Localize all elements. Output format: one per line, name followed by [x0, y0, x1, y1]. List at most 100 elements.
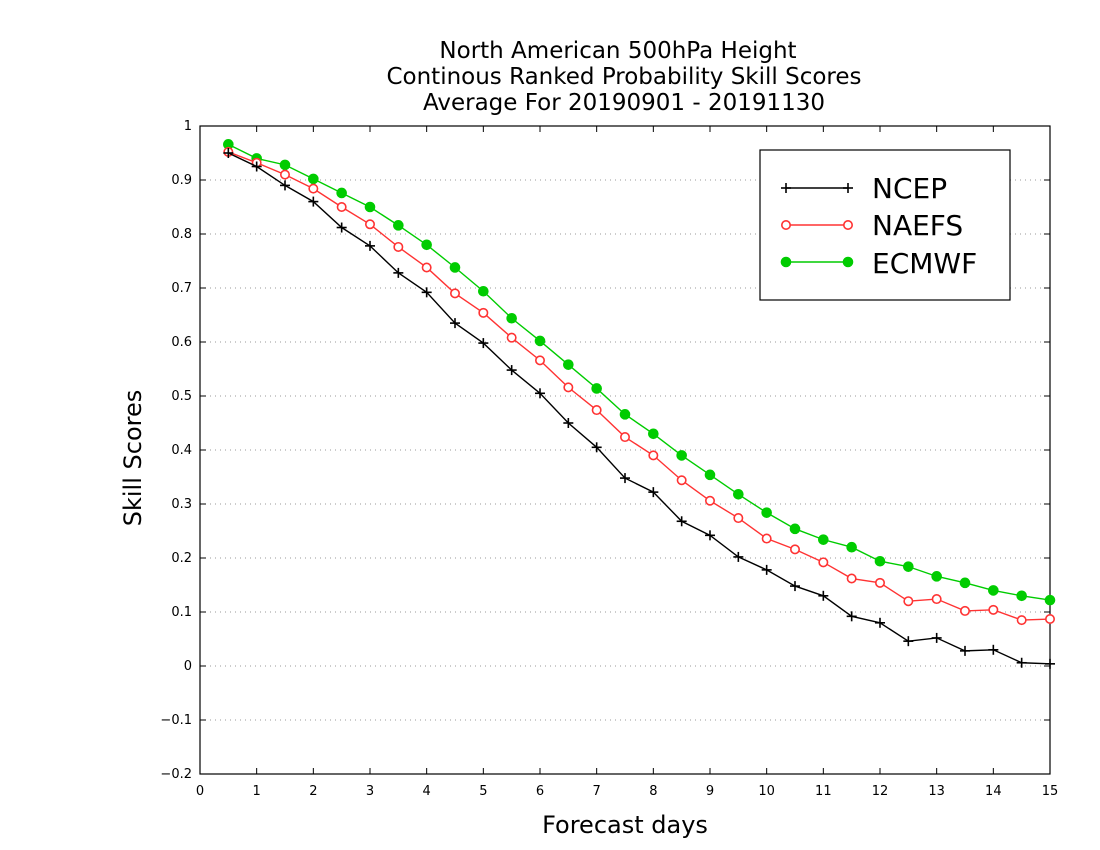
data-point-ncep: [620, 473, 630, 484]
data-point-ncep: [790, 581, 800, 592]
legend-label-naefs: NAEFS: [872, 209, 963, 242]
data-point-naefs: [619, 432, 630, 443]
x-tick-label: 12: [872, 784, 889, 799]
data-point-naefs: [336, 202, 347, 213]
legend-marker-naefs: [780, 220, 791, 231]
legend-symbol-naefs: [780, 220, 853, 231]
data-point-ecmwf: [648, 428, 659, 440]
y-tick-label: −0.2: [160, 767, 192, 782]
x-tick-label: 4: [423, 784, 431, 799]
y-axis-label: Skill Scores: [119, 390, 147, 527]
chart-title-line-1: North American 500hPa Height: [439, 38, 796, 64]
data-point-ncep: [308, 196, 319, 207]
data-point-naefs: [506, 332, 517, 343]
data-point-ncep: [648, 487, 659, 498]
series-layer: [223, 139, 1056, 669]
data-point-ncep: [846, 611, 857, 622]
y-tick-label: 0.6: [171, 335, 192, 350]
legend-marker-naefs: [842, 220, 853, 231]
data-point-naefs: [818, 557, 829, 568]
data-point-ecmwf: [393, 220, 404, 231]
data-point-naefs: [761, 533, 772, 544]
data-point-ecmwf: [903, 561, 914, 572]
data-point-ncep: [506, 365, 517, 376]
data-point-ncep: [223, 148, 234, 158]
y-tick-label: −0.1: [160, 713, 192, 728]
data-point-ncep: [875, 617, 885, 628]
x-tick-label: 6: [536, 784, 544, 799]
data-point-naefs: [903, 596, 914, 607]
data-point-naefs: [959, 605, 970, 616]
data-point-ecmwf: [761, 507, 772, 518]
x-tick-label: 2: [309, 784, 317, 799]
y-tick-label: 1: [184, 119, 192, 134]
data-point-ecmwf: [308, 173, 319, 185]
data-point-ecmwf: [733, 488, 744, 500]
data-point-ecmwf: [563, 359, 574, 370]
data-point-ncep: [365, 240, 375, 251]
x-tick-label: 3: [366, 784, 374, 799]
data-point-naefs: [279, 169, 290, 180]
data-point-naefs: [988, 604, 999, 615]
data-point-naefs: [308, 183, 319, 194]
x-tick-label: 7: [593, 784, 601, 799]
legend-marker-ncep: [781, 183, 791, 193]
legend-marker-ecmwf: [780, 256, 792, 268]
data-point-ncep: [1016, 657, 1027, 668]
data-point-ecmwf: [1044, 594, 1056, 606]
data-point-ncep: [450, 318, 460, 329]
y-tick-label: 0.1: [171, 605, 192, 620]
data-point-ncep: [591, 442, 602, 453]
series-ecmwf: [223, 139, 1056, 606]
x-tick-label: 13: [928, 784, 945, 799]
y-tick-label: 0.5: [171, 389, 192, 404]
x-tick-label: 11: [815, 784, 832, 799]
data-point-ncep: [1045, 658, 1055, 669]
data-point-ncep: [761, 564, 772, 575]
data-point-naefs: [931, 594, 942, 605]
data-point-naefs: [364, 219, 375, 230]
data-point-ncep: [903, 636, 914, 647]
y-tick-label: 0.4: [171, 443, 192, 458]
legend-label-ecmwf: ECMWF: [872, 247, 977, 280]
data-point-ncep: [818, 590, 829, 601]
data-point-ncep: [960, 645, 970, 656]
data-point-naefs: [534, 355, 545, 366]
data-point-ecmwf: [279, 159, 291, 171]
data-point-ecmwf: [534, 335, 546, 347]
data-point-naefs: [591, 405, 602, 416]
chart-title-line-2: Continous Ranked Probability Skill Score…: [386, 64, 861, 90]
data-point-ecmwf: [846, 541, 857, 553]
series-ncep: [223, 148, 1055, 669]
data-point-ecmwf: [959, 577, 971, 589]
data-point-ncep: [421, 287, 432, 298]
y-tick-label: 0.8: [171, 227, 192, 242]
x-tick-label: 14: [985, 784, 1002, 799]
data-point-ecmwf: [704, 469, 716, 481]
data-point-naefs: [846, 573, 857, 584]
data-point-ncep: [676, 516, 687, 527]
data-point-naefs: [478, 307, 489, 318]
data-point-ecmwf: [676, 450, 687, 461]
data-point-ecmwf: [988, 585, 999, 596]
data-point-naefs: [733, 513, 744, 524]
x-axis-label: Forecast days: [542, 811, 708, 839]
data-point-ecmwf: [789, 523, 801, 535]
data-point-ecmwf: [478, 285, 489, 297]
data-point-ecmwf: [364, 201, 376, 213]
data-point-naefs: [704, 495, 715, 506]
y-tick-label: 0.7: [171, 281, 192, 296]
y-tick-label: 0.2: [171, 551, 192, 566]
data-point-ecmwf: [506, 312, 517, 324]
legend-marker-ecmwf: [842, 256, 854, 268]
data-point-ncep: [563, 418, 574, 428]
x-tick-label: 9: [706, 784, 714, 799]
data-point-naefs: [563, 382, 574, 393]
data-point-naefs: [648, 450, 659, 461]
series-naefs: [223, 146, 1056, 626]
data-point-naefs: [1016, 615, 1027, 626]
data-point-ncep: [733, 551, 744, 562]
data-point-naefs: [1045, 614, 1056, 625]
data-point-ncep: [280, 180, 290, 191]
